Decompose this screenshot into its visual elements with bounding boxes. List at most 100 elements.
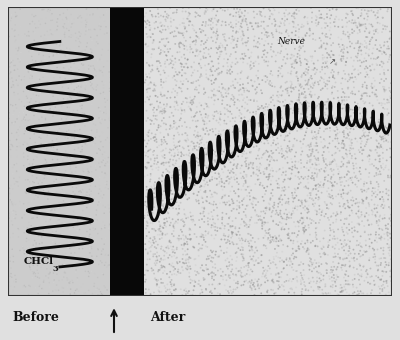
Point (334, 124, 340, 130)
Point (336, 246, 342, 252)
Point (266, 81, 272, 87)
Point (64, 7, 70, 13)
Point (190, 50, 196, 55)
Point (262, 267, 268, 272)
Point (244, 222, 250, 228)
Point (284, 79, 290, 84)
Point (54, 147, 60, 152)
Point (76, 44, 82, 49)
Point (289, 261, 296, 267)
Point (181, 220, 187, 225)
Point (298, 63, 304, 68)
Point (382, 293, 389, 299)
Point (268, 130, 274, 136)
Point (349, 195, 356, 200)
Point (311, 203, 317, 209)
Point (212, 232, 219, 238)
Point (322, 199, 328, 205)
Point (70, 39, 76, 45)
Point (82, 24, 89, 30)
Point (50, 32, 56, 37)
Point (203, 150, 210, 156)
Point (159, 22, 166, 28)
Point (386, 54, 393, 60)
Point (242, 18, 249, 24)
Point (266, 201, 272, 206)
Point (76, 13, 82, 18)
Point (364, 291, 370, 296)
Point (161, 220, 167, 226)
Point (13, 78, 20, 83)
Point (380, 251, 387, 257)
Point (38, 52, 44, 58)
Point (288, 238, 294, 243)
Point (318, 87, 324, 93)
Point (217, 109, 224, 115)
Point (180, 99, 186, 104)
Point (250, 258, 256, 264)
Point (211, 236, 218, 241)
Point (296, 93, 302, 98)
Point (379, 227, 386, 233)
Point (197, 265, 204, 271)
Point (341, 102, 348, 107)
Point (378, 245, 384, 251)
Point (158, 188, 164, 193)
Point (340, 238, 347, 244)
Point (376, 21, 383, 26)
Point (318, 26, 325, 31)
Point (242, 273, 248, 278)
Point (197, 13, 203, 19)
Point (26, 223, 32, 228)
Point (352, 67, 358, 72)
Point (201, 41, 207, 47)
Point (159, 118, 165, 123)
Point (227, 275, 233, 281)
Point (380, 49, 387, 54)
Point (323, 168, 329, 173)
Point (107, 5, 113, 11)
Point (369, 62, 376, 67)
Point (310, 238, 316, 244)
Point (385, 237, 391, 243)
Point (186, 288, 192, 294)
Point (314, 116, 320, 121)
Point (224, 67, 230, 73)
Point (76, 86, 82, 91)
Point (348, 8, 354, 14)
Point (228, 151, 234, 156)
Point (35, 25, 42, 30)
Point (64, 133, 70, 138)
Point (102, 252, 109, 257)
Point (39, 240, 45, 245)
Point (252, 34, 258, 39)
Point (38, 244, 45, 250)
Point (376, 219, 383, 224)
Point (18, 119, 25, 125)
Point (70, 108, 77, 113)
Point (176, 192, 183, 197)
Point (240, 252, 246, 257)
Point (338, 56, 344, 62)
Point (99, 47, 106, 52)
Point (61, 62, 68, 67)
Point (68, 81, 74, 86)
Point (97, 258, 104, 264)
Point (9, 142, 16, 148)
Point (182, 213, 189, 218)
Point (58, 47, 64, 52)
Point (272, 59, 279, 64)
Point (352, 18, 358, 23)
Point (273, 236, 279, 241)
Point (386, 216, 392, 221)
Point (366, 257, 372, 263)
Point (187, 42, 194, 48)
Point (242, 40, 248, 45)
Point (372, 186, 378, 191)
Point (12, 63, 18, 68)
Point (175, 152, 181, 158)
Point (63, 215, 69, 221)
Point (152, 219, 159, 224)
Point (199, 290, 206, 295)
Point (324, 55, 330, 61)
